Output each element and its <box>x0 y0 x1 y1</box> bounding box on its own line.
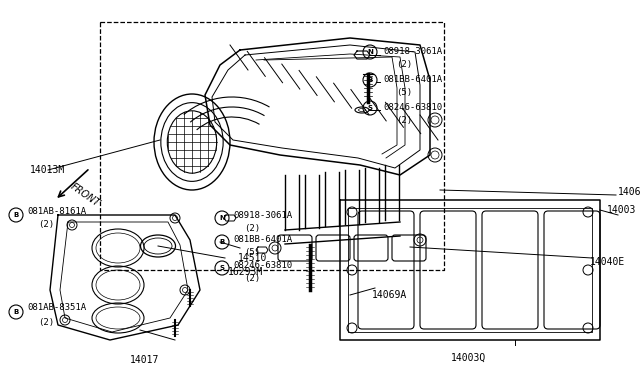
Text: (2): (2) <box>244 273 260 282</box>
Text: (2): (2) <box>396 61 412 70</box>
Text: (2): (2) <box>244 224 260 232</box>
Text: FRONT: FRONT <box>68 182 102 209</box>
Text: 14003Q: 14003Q <box>451 353 486 363</box>
Text: (5): (5) <box>396 89 412 97</box>
Text: 081AB-8351A: 081AB-8351A <box>27 304 86 312</box>
Text: B: B <box>13 212 19 218</box>
Text: 14069A: 14069A <box>618 187 640 197</box>
Text: 14510: 14510 <box>238 253 268 263</box>
Text: 14017: 14017 <box>131 355 160 365</box>
Text: (2): (2) <box>38 221 54 230</box>
Text: 081BB-6401A: 081BB-6401A <box>233 235 292 244</box>
Text: N: N <box>219 215 225 221</box>
Text: S: S <box>220 265 225 271</box>
Text: 081BB-6401A: 081BB-6401A <box>383 76 442 84</box>
Text: 08918-3061A: 08918-3061A <box>383 48 442 57</box>
Text: 081AB-8161A: 081AB-8161A <box>27 208 86 217</box>
Text: 14013M: 14013M <box>30 165 65 175</box>
Text: 08918-3061A: 08918-3061A <box>233 211 292 219</box>
Text: 08246-63810: 08246-63810 <box>233 260 292 269</box>
Text: 14003: 14003 <box>607 205 636 215</box>
Text: S: S <box>367 105 372 111</box>
Text: 14069A: 14069A <box>372 290 407 300</box>
Text: N: N <box>367 49 373 55</box>
Text: (2): (2) <box>396 116 412 125</box>
Text: (2): (2) <box>38 317 54 327</box>
Text: 14040E: 14040E <box>590 257 625 267</box>
Text: B: B <box>13 309 19 315</box>
Text: B: B <box>220 239 225 245</box>
Text: 08246-63810: 08246-63810 <box>383 103 442 112</box>
Text: 16293M: 16293M <box>228 267 263 277</box>
Text: B: B <box>367 77 372 83</box>
Text: (5): (5) <box>244 248 260 257</box>
